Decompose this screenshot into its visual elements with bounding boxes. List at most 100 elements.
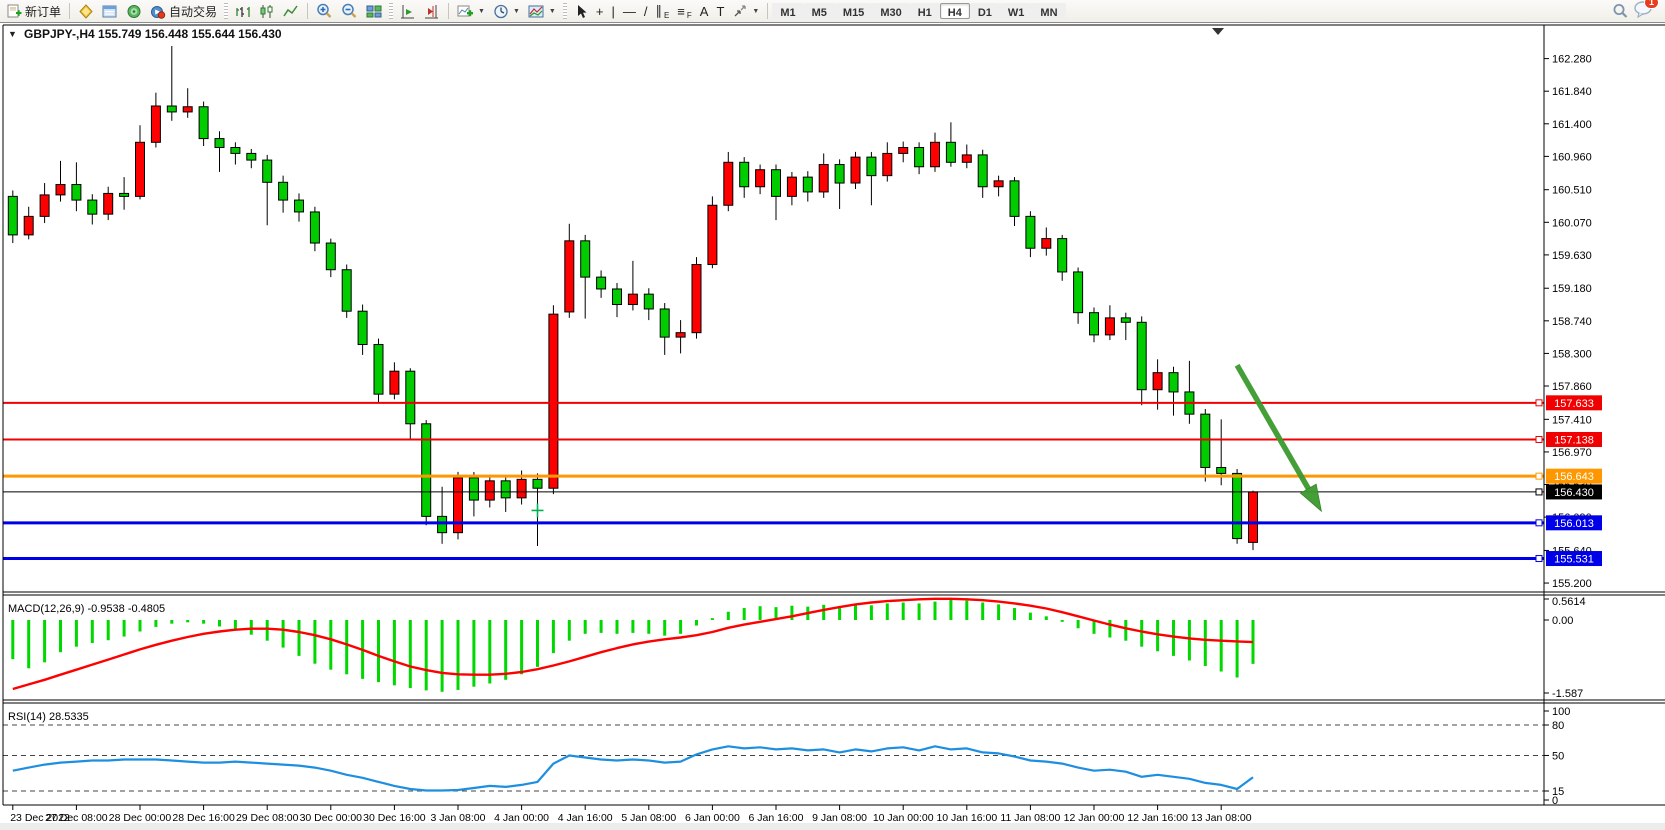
trend-arrow-shaft xyxy=(1234,363,1311,491)
candle-bearish xyxy=(119,192,130,197)
cursor-icon xyxy=(577,4,587,18)
periods-button[interactable]: ▼ xyxy=(489,1,524,21)
rsi-axis-label: 0 xyxy=(1552,795,1558,807)
candle-bullish xyxy=(39,194,50,217)
tile-windows-button[interactable] xyxy=(362,1,386,21)
hline-anchor[interactable] xyxy=(1535,399,1543,407)
price-tick-label: 162.280 xyxy=(1552,54,1592,66)
macd-bar xyxy=(504,620,508,680)
trend-arrow[interactable] xyxy=(1234,363,1322,513)
hline-price-label-box[interactable] xyxy=(1546,468,1602,484)
candle-bullish xyxy=(182,106,193,113)
templates-button[interactable]: ▼ xyxy=(524,1,560,21)
timeframe-W1[interactable]: W1 xyxy=(999,3,1033,19)
candle-bearish xyxy=(468,477,479,501)
new-order-button[interactable]: 新订单 xyxy=(3,1,65,21)
chart-shift-marker[interactable] xyxy=(1212,28,1225,35)
timeframe-M30[interactable]: M30 xyxy=(872,3,910,19)
template-icon xyxy=(528,5,544,17)
hline-anchor[interactable] xyxy=(1535,555,1543,563)
tool-crosshair-button[interactable]: + xyxy=(592,1,608,21)
timeframe-H1[interactable]: H1 xyxy=(909,3,940,19)
tool-text-button[interactable]: A xyxy=(696,1,713,21)
timeframe-M15[interactable]: M15 xyxy=(834,3,873,19)
indicators-button[interactable]: ▼ xyxy=(453,1,489,21)
tool-horizontal-line-button[interactable]: — xyxy=(619,1,640,21)
rsi-label: RSI(14) 28.5335 xyxy=(8,711,89,723)
hline-price-label: 156.013 xyxy=(1554,518,1594,530)
macd-bar xyxy=(90,620,94,643)
search-button[interactable] xyxy=(1608,1,1633,21)
macd-bar xyxy=(1156,620,1160,652)
hline-price-label-box[interactable] xyxy=(1546,484,1602,500)
macd-bar xyxy=(1172,620,1175,656)
candle-bearish xyxy=(1057,238,1068,273)
hline-price-label-box[interactable] xyxy=(1546,551,1602,567)
macd-bar xyxy=(583,620,587,634)
hline-price-label-box[interactable] xyxy=(1546,395,1602,411)
timeframe-H4[interactable]: H4 xyxy=(939,3,970,19)
market-watch-button[interactable] xyxy=(74,1,98,21)
autotrading-button[interactable]: 自动交易 xyxy=(146,1,221,21)
tool-trendline-button[interactable]: / xyxy=(640,1,652,21)
price-tick-label: 155.200 xyxy=(1552,578,1592,590)
tool-vertical-line-button[interactable]: | xyxy=(607,1,618,21)
shapes-tool-button[interactable]: ▼ xyxy=(728,1,763,21)
macd-bar xyxy=(297,620,301,656)
zoom-in-button[interactable] xyxy=(312,1,337,21)
candle-bearish xyxy=(437,515,448,534)
rsi-axis-label: 100 xyxy=(1552,706,1570,718)
candle-bullish xyxy=(150,105,161,143)
macd-bar xyxy=(1124,620,1128,641)
candle-bullish xyxy=(691,264,702,334)
time-label: 4 Jan 00:00 xyxy=(494,812,549,824)
time-label: 9 Jan 08:00 xyxy=(812,812,867,824)
buy-marker[interactable] xyxy=(531,503,544,518)
hline-price-label-box[interactable] xyxy=(1546,515,1602,531)
time-label: 4 Jan 16:00 xyxy=(558,812,613,824)
hline-anchor[interactable] xyxy=(1535,519,1543,527)
data-window-button[interactable] xyxy=(98,1,122,21)
candle-bearish xyxy=(1168,372,1179,393)
macd-bar xyxy=(27,620,31,669)
ohlc-panel-toggle[interactable]: ▼ xyxy=(8,29,17,39)
timeframe-D1[interactable]: D1 xyxy=(969,3,1000,19)
hline-price-label-box[interactable] xyxy=(1546,431,1602,447)
candle-bullish xyxy=(389,370,400,395)
candle-bearish xyxy=(405,370,416,425)
toolbar-separator xyxy=(69,3,71,19)
tool-text-label-button[interactable]: T xyxy=(712,1,728,21)
macd-bar xyxy=(854,604,857,620)
time-label: 28 Dec 00:00 xyxy=(109,812,172,824)
candlestick-chart-button[interactable] xyxy=(255,1,279,21)
candle-bearish xyxy=(914,146,925,168)
chart-shift-button[interactable] xyxy=(420,1,444,21)
timeframe-M1[interactable]: M1 xyxy=(772,3,804,19)
macd-bar xyxy=(726,611,730,620)
macd-bar xyxy=(774,607,778,620)
tool-equidistant-channel-button[interactable]: ∥ E xyxy=(651,1,673,21)
macd-bar xyxy=(345,620,349,675)
timeframe-MN[interactable]: MN xyxy=(1032,3,1066,19)
chart-canvas[interactable]: 162.280 161.840 161.400 160.960 160.510 160.0… xyxy=(0,23,1665,830)
zoom-out-button[interactable] xyxy=(337,1,362,21)
bar-chart-button[interactable] xyxy=(231,1,255,21)
price-tick-label: 161.400 xyxy=(1552,119,1592,131)
timeframe-M5[interactable]: M5 xyxy=(803,3,835,19)
auto-scroll-button[interactable] xyxy=(396,1,420,21)
line-chart-button[interactable] xyxy=(279,1,303,21)
tile-windows-icon xyxy=(366,5,382,17)
hline-anchor[interactable] xyxy=(1535,435,1543,443)
hline-anchor[interactable] xyxy=(1535,488,1543,496)
time-label: 27 Dec 08:00 xyxy=(45,812,108,824)
cursor-tool-button[interactable] xyxy=(570,1,592,21)
hline-anchor[interactable] xyxy=(1535,472,1543,480)
navigator-button[interactable] xyxy=(122,1,146,21)
price-tick-label: 160.960 xyxy=(1552,151,1592,163)
zoom-out-icon xyxy=(342,3,357,18)
notifications-button[interactable]: 1 xyxy=(1633,0,1659,23)
tool-fibonacci-retracement-button[interactable]: ≡ F xyxy=(673,1,695,21)
candle-bullish xyxy=(1248,491,1258,543)
candle-bearish xyxy=(1200,413,1211,468)
